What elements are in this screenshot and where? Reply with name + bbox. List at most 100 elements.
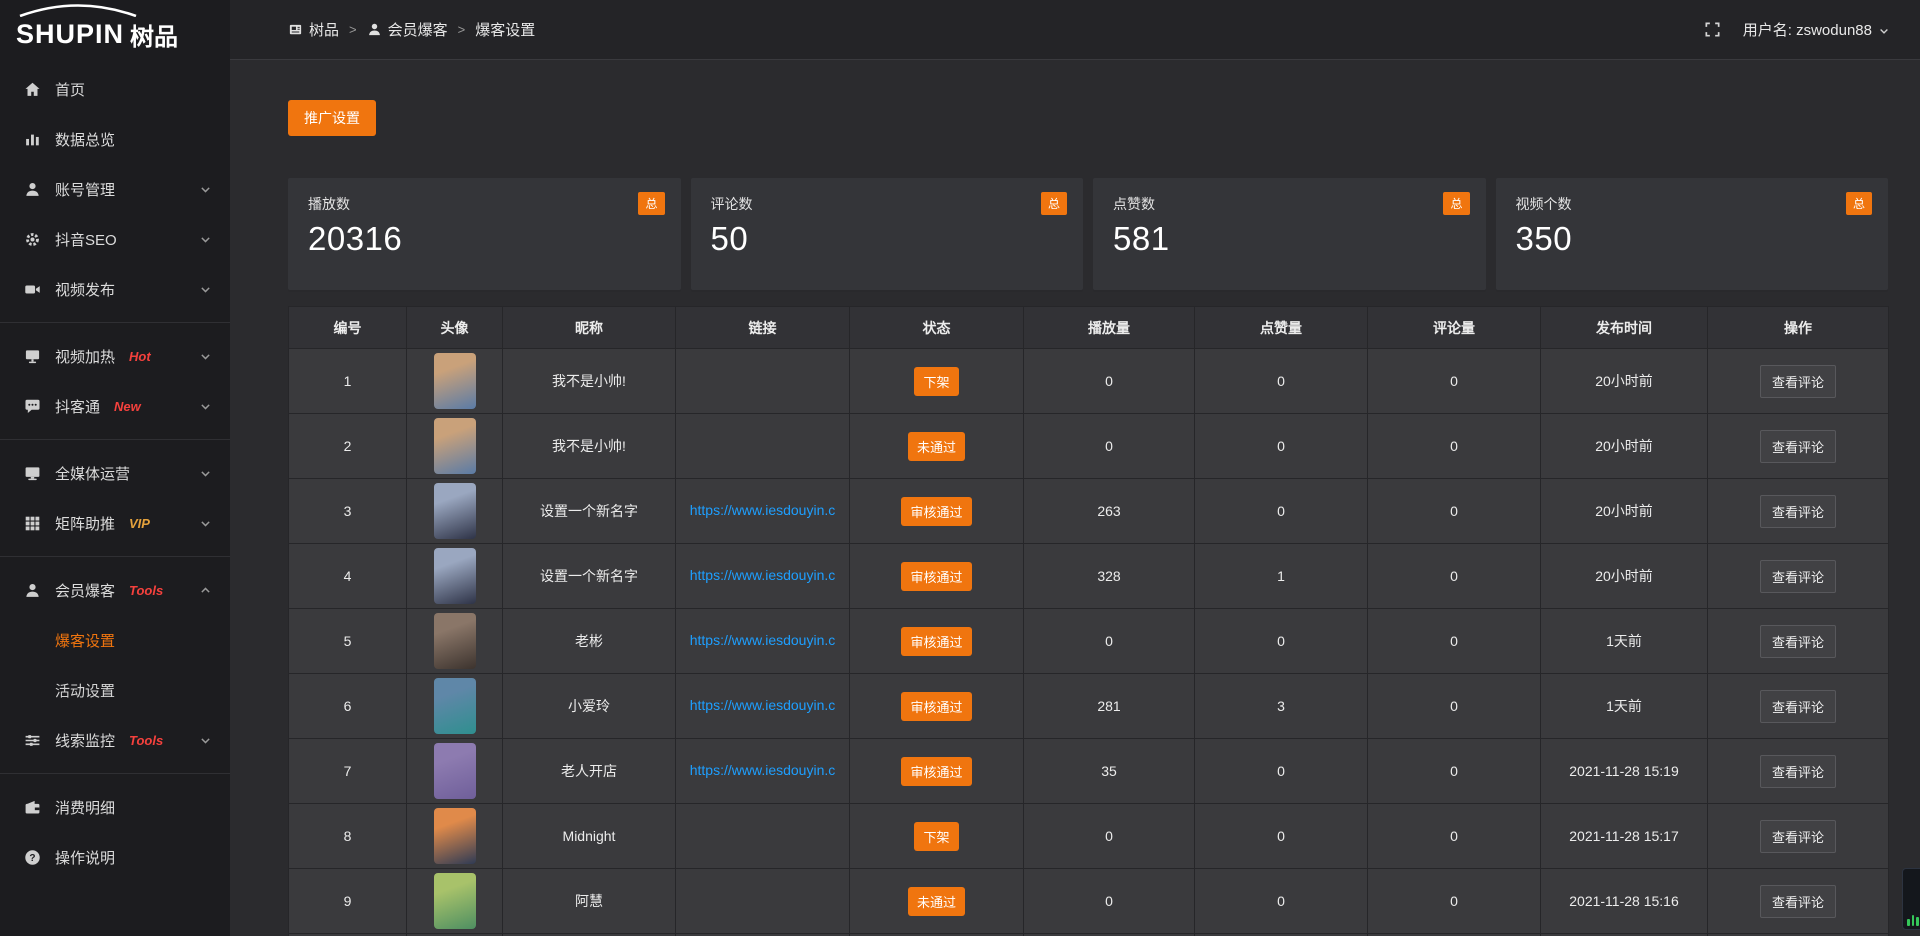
cell-status: 未通过 [849, 413, 1024, 479]
sidebar-item-label: 线索监控 [55, 732, 116, 750]
table-row: 9 阿慧 未通过 0 0 0 2021-11-28 15:16 查看评论 [288, 868, 1889, 934]
cell-avatar [406, 543, 503, 609]
view-comments-button[interactable]: 查看评论 [1759, 559, 1836, 593]
sidebar-item-label: 首页 [55, 81, 86, 99]
breadcrumb-separator: > [457, 22, 466, 37]
mini-monitor-widget[interactable] [1902, 868, 1920, 930]
status-badge[interactable]: 下架 [914, 366, 959, 396]
sidebar-item-label: 数据总览 [55, 131, 116, 149]
promo-settings-button[interactable]: 推广设置 [288, 100, 376, 136]
view-comments-button[interactable]: 查看评论 [1759, 494, 1836, 528]
view-comments-button[interactable]: 查看评论 [1759, 819, 1836, 853]
sidebar-item-4[interactable]: 视频发布 [0, 264, 230, 314]
cell-nickname: 我不是小帅! [502, 348, 676, 414]
view-comments-button[interactable]: 查看评论 [1759, 429, 1836, 463]
cell-action: 查看评论 [1707, 608, 1889, 674]
status-badge[interactable]: 下架 [914, 821, 959, 851]
sidebar-nav: 首页数据总览账号管理 抖音SEO 视频发布视频加热 Hot 抖客通 New 全媒体运营 矩阵助… [0, 60, 230, 882]
cell-link: https://www.iesdouyin.c [675, 673, 850, 739]
sidebar-item-0[interactable]: 首页 [0, 64, 230, 114]
status-badge[interactable]: 审核通过 [901, 561, 972, 591]
cell-link [675, 868, 850, 934]
profile-link[interactable]: https://www.iesdouyin.c [689, 631, 836, 648]
total-badge: 总 [1443, 192, 1470, 215]
profile-link[interactable]: https://www.iesdouyin.c [689, 566, 836, 583]
view-comments-button[interactable]: 查看评论 [1759, 624, 1836, 658]
avatar [433, 353, 476, 409]
cell-avatar [406, 348, 503, 414]
cell-plays: 0 [1023, 803, 1195, 869]
avatar [433, 873, 476, 929]
person-icon [367, 22, 382, 37]
cell-status: 审核通过 [849, 738, 1024, 804]
table-row: 6 小爱玲 https://www.iesdouyin.c 审核通过 281 3 0 1天前 查… [288, 673, 1889, 739]
sidebar: SHUPIN 树品 首页数据总览账号管理 抖音SEO 视频发布视频加热 Hot 抖客通 N… [0, 0, 230, 936]
fullscreen-icon[interactable] [1704, 21, 1721, 38]
column-header: 点赞量 [1194, 306, 1368, 349]
status-badge[interactable]: 未通过 [907, 431, 965, 461]
stat-value: 50 [710, 220, 749, 257]
screen-icon [24, 348, 41, 365]
sidebar-item-11[interactable]: 消费明细 [0, 782, 230, 832]
cell-action: 查看评论 [1707, 673, 1889, 739]
sidebar-item-badge: Hot [129, 348, 151, 364]
cell-action: 查看评论 [1707, 738, 1889, 804]
sidebar-item-label: 视频加热 [55, 348, 116, 366]
view-comments-button[interactable]: 查看评论 [1759, 689, 1836, 723]
status-badge[interactable]: 未通过 [907, 886, 965, 916]
cell-status: 审核通过 [849, 608, 1024, 674]
stat-cards: 播放数 20316 总 评论数 50 总 点赞数 581 总 视频个数 350 … [288, 178, 1888, 290]
sidebar-item-5[interactable]: 视频加热 Hot [0, 331, 230, 381]
sidebar-item-8[interactable]: 矩阵助推 VIP [0, 498, 230, 548]
sidebar-subitem-9-0[interactable]: 爆客设置 [0, 615, 230, 665]
cell-action: 查看评论 [1707, 803, 1889, 869]
sidebar-subitem-9-1[interactable]: 活动设置 [0, 665, 230, 715]
status-badge[interactable]: 审核通过 [901, 626, 972, 656]
sidebar-item-6[interactable]: 抖客通 New [0, 381, 230, 431]
cell-link [675, 413, 850, 479]
cell-comments: 0 [1367, 673, 1541, 739]
sidebar-subitem-label: 爆客设置 [55, 632, 116, 650]
sidebar-item-3[interactable]: 抖音SEO [0, 214, 230, 264]
cell-link [675, 803, 850, 869]
cell-action: 查看评论 [1707, 413, 1889, 479]
status-badge[interactable]: 审核通过 [901, 691, 972, 721]
cell-link: https://www.iesdouyin.c [675, 543, 850, 609]
sidebar-item-2[interactable]: 账号管理 [0, 164, 230, 214]
sidebar-item-label: 操作说明 [55, 849, 116, 867]
breadcrumb-label: 会员爆客 [387, 22, 448, 39]
stat-value: 581 [1113, 220, 1170, 257]
cell-published: 1天前 [1540, 673, 1708, 739]
logo[interactable]: SHUPIN 树品 [0, 0, 230, 60]
sidebar-item-1[interactable]: 数据总览 [0, 114, 230, 164]
sidebar-item-9[interactable]: 会员爆客 Tools [0, 565, 230, 615]
breadcrumb-item-member[interactable]: 会员爆客 [367, 19, 448, 40]
cell-published: 2021-11-28 15:17 [1540, 803, 1708, 869]
profile-link[interactable]: https://www.iesdouyin.c [689, 696, 836, 713]
profile-link[interactable]: https://www.iesdouyin.c [689, 761, 836, 778]
cell-status: 审核通过 [849, 543, 1024, 609]
cell-link [675, 348, 850, 414]
user-menu[interactable]: 用户名: zswodun88 [1743, 19, 1890, 40]
cell-status: 未通过 [849, 868, 1024, 934]
status-badge[interactable]: 审核通过 [901, 496, 972, 526]
videos-table: 编号 头像 昵称 链接 状态 播放量 点赞量 评论量 发布时间 操作 1 我不是小帅! 下架 0 0 0 20… [288, 306, 1889, 936]
avatar [433, 418, 476, 474]
breadcrumb-item-shupin[interactable]: 树品 [288, 19, 339, 40]
cell-nickname: 小爱玲 [502, 673, 676, 739]
view-comments-button[interactable]: 查看评论 [1759, 884, 1836, 918]
sidebar-item-10[interactable]: 线索监控 Tools [0, 715, 230, 765]
cell-published: 20小时前 [1540, 478, 1708, 544]
profile-link[interactable]: https://www.iesdouyin.c [689, 501, 836, 518]
cell-likes: 0 [1194, 608, 1368, 674]
sidebar-item-12[interactable]: ? 操作说明 [0, 832, 230, 882]
cell-published: 2021-11-28 15:19 [1540, 738, 1708, 804]
cell-comments: 0 [1367, 803, 1541, 869]
breadcrumb-label: 树品 [309, 22, 340, 39]
view-comments-button[interactable]: 查看评论 [1759, 364, 1836, 398]
status-badge[interactable]: 审核通过 [901, 756, 972, 786]
stat-label: 评论数 [710, 196, 753, 212]
question-icon: ? [24, 849, 41, 866]
sidebar-item-7[interactable]: 全媒体运营 [0, 448, 230, 498]
view-comments-button[interactable]: 查看评论 [1759, 754, 1836, 788]
